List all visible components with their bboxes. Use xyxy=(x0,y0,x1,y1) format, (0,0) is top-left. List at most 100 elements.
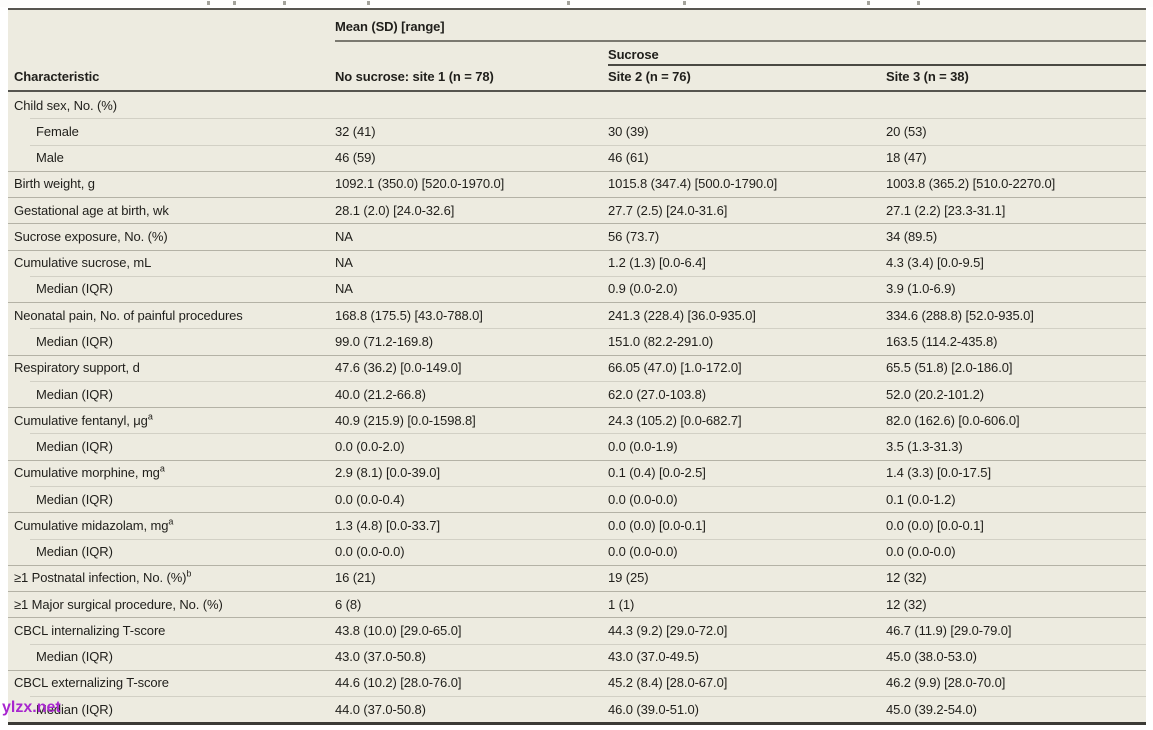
row-value-col2: 0.0 (0.0-0.0) xyxy=(608,491,678,507)
row-value-col3: 52.0 (20.2-101.2) xyxy=(886,386,985,402)
row-value-col3: 0.0 (0.0) [0.0-0.1] xyxy=(886,517,984,533)
row-value-col1: 40.9 (215.9) [0.0-1598.8] xyxy=(335,412,476,428)
watermark: ylzx.net xyxy=(2,699,61,716)
row-value-col3: 0.0 (0.0-0.0) xyxy=(886,544,956,560)
row-value-col3: 163.5 (114.2-435.8) xyxy=(886,334,998,350)
row-value-col1: 43.8 (10.0) [29.0-65.0] xyxy=(335,622,462,638)
footnote-marker: a xyxy=(168,517,174,527)
row-value-col2: 66.05 (47.0) [1.0-172.0] xyxy=(608,360,742,376)
row-value-col2: 0.9 (0.0-2.0) xyxy=(608,281,678,297)
table-row: Birth weight, g 1092.1 (350.0) [520.0-197… xyxy=(8,170,1146,197)
table-row: Cumulative sucrose, mL NA 1.2 (1.3) [0.0-6… xyxy=(8,249,1146,276)
row-value-col1: 1.3 (4.8) [0.0-33.7] xyxy=(335,517,440,533)
table-row: Cumulative fentanyl, μga 40.9 (215.9) [0.… xyxy=(8,407,1146,433)
table-row: Neonatal pain, No. of painful procedures… xyxy=(8,302,1146,328)
row-label: Birth weight, g xyxy=(14,176,95,192)
row-value-col2: 1.2 (1.3) [0.0-6.4] xyxy=(608,255,706,271)
table-row: Female 32 (41) 30 (39) 20 (53) xyxy=(8,118,1146,144)
row-value-col3: 27.1 (2.2) [23.3-31.1] xyxy=(886,202,1006,218)
row-label: Neonatal pain, No. of painful procedures xyxy=(14,307,243,323)
row-value-col3: 3.5 (1.3-31.3) xyxy=(886,439,963,455)
table-row: Cumulative midazolam, mga 1.3 (4.8) [0.0-… xyxy=(8,512,1146,538)
row-value-col1: NA xyxy=(335,255,353,271)
row-value-col2: 43.0 (37.0-49.5) xyxy=(608,649,699,665)
row-label: Male xyxy=(36,150,64,166)
table-row: Child sex, No. (%) xyxy=(8,92,1146,118)
spanner-sucrose: Sucrose xyxy=(608,47,659,62)
row-label: Median (IQR) xyxy=(36,491,113,507)
table-row: ≥1 Postnatal infection, No. (%)b 16 (21) 1… xyxy=(8,564,1146,591)
table-row: CBCL externalizing T-score 44.6 (10.2) [2… xyxy=(8,669,1146,696)
row-label: CBCL internalizing T-score xyxy=(14,622,166,638)
row-label: Median (IQR) xyxy=(36,544,113,560)
row-value-col3: 1.4 (3.3) [0.0-17.5] xyxy=(886,465,991,481)
column-header-characteristic: Characteristic xyxy=(14,69,100,84)
row-value-col1: 0.0 (0.0-0.0) xyxy=(335,544,405,560)
row-value-col2: 24.3 (105.2) [0.0-682.7] xyxy=(608,412,742,428)
row-label: Median (IQR) xyxy=(36,439,113,455)
spanner-sucrose-underline xyxy=(608,64,1146,66)
row-value-col1: 0.0 (0.0-2.0) xyxy=(335,439,405,455)
row-value-col2: 0.0 (0.0-1.9) xyxy=(608,439,678,455)
row-value-col3: 0.1 (0.0-1.2) xyxy=(886,491,956,507)
row-value-col2: 44.3 (9.2) [29.0-72.0] xyxy=(608,622,728,638)
row-value-col1: 46 (59) xyxy=(335,150,376,166)
row-value-col3: 334.6 (288.8) [52.0-935.0] xyxy=(886,307,1034,323)
row-label: Respiratory support, d xyxy=(14,360,140,376)
title-fragment xyxy=(233,1,236,5)
row-label: Cumulative sucrose, mL xyxy=(14,255,152,271)
column-header-site2: Site 2 (n = 76) xyxy=(608,69,691,84)
row-value-col1: 2.9 (8.1) [0.0-39.0] xyxy=(335,465,440,481)
table-row: ≥1 Major surgical procedure, No. (%) 6 (8… xyxy=(8,591,1146,617)
table-row: Median (IQR) 44.0 (37.0-50.8) 46.0 (39.0-5… xyxy=(8,696,1146,722)
row-label: Child sex, No. (%) xyxy=(14,97,117,113)
row-value-col1: 44.0 (37.0-50.8) xyxy=(335,701,426,717)
row-value-col1: 168.8 (175.5) [43.0-788.0] xyxy=(335,307,483,323)
table-row: Median (IQR) 0.0 (0.0-0.4) 0.0 (0.0-0.0) 0.… xyxy=(8,485,1146,512)
footnote-marker: b xyxy=(186,570,192,580)
title-fragment xyxy=(283,1,286,5)
row-value-col2: 0.0 (0.0-0.0) xyxy=(608,544,678,560)
table-body: Child sex, No. (%) Female 32 (41) 30 (39) 20… xyxy=(8,92,1146,722)
spanner-mean-sd-range: Mean (SD) [range] xyxy=(335,19,445,34)
column-header-site3: Site 3 (n = 38) xyxy=(886,69,969,84)
row-value-col2: 46.0 (39.0-51.0) xyxy=(608,701,699,717)
row-label: Cumulative fentanyl, μga xyxy=(14,412,153,428)
footnote-marker: a xyxy=(159,465,165,475)
row-value-col3: 34 (89.5) xyxy=(886,228,938,244)
row-value-col1: 28.1 (2.0) [24.0-32.6] xyxy=(335,202,455,218)
row-value-col3: 12 (32) xyxy=(886,570,927,586)
row-value-col2: 62.0 (27.0-103.8) xyxy=(608,386,707,402)
row-value-col3: 45.0 (39.2-54.0) xyxy=(886,701,977,717)
row-label: CBCL externalizing T-score xyxy=(14,675,169,691)
row-value-col3: 46.7 (11.9) [29.0-79.0] xyxy=(886,622,1012,638)
footnote-marker: a xyxy=(147,412,153,422)
row-label: Median (IQR) xyxy=(36,386,113,402)
row-value-col2: 30 (39) xyxy=(608,123,649,139)
row-value-col1: 99.0 (71.2-169.8) xyxy=(335,334,434,350)
row-value-col2: 45.2 (8.4) [28.0-67.0] xyxy=(608,675,728,691)
row-value-col2: 1015.8 (347.4) [500.0-1790.0] xyxy=(608,176,778,192)
table-row: Male 46 (59) 46 (61) 18 (47) xyxy=(8,144,1146,171)
column-header-no-sucrose-site1: No sucrose: site 1 (n = 78) xyxy=(335,69,494,84)
row-value-col2: 56 (73.7) xyxy=(608,228,660,244)
row-value-col2: 46 (61) xyxy=(608,150,649,166)
row-value-col1: 47.6 (36.2) [0.0-149.0] xyxy=(335,360,462,376)
row-value-col1: 0.0 (0.0-0.4) xyxy=(335,491,405,507)
row-value-col3: 20 (53) xyxy=(886,123,927,139)
row-label: Gestational age at birth, wk xyxy=(14,202,169,218)
row-value-col1: 43.0 (37.0-50.8) xyxy=(335,649,426,665)
row-value-col3: 3.9 (1.0-6.9) xyxy=(886,281,956,297)
title-fragment xyxy=(207,1,210,5)
row-value-col3: 1003.8 (365.2) [510.0-2270.0] xyxy=(886,176,1056,192)
row-value-col1: NA xyxy=(335,228,353,244)
row-value-col2: 27.7 (2.5) [24.0-31.6] xyxy=(608,202,728,218)
row-value-col1: 32 (41) xyxy=(335,123,376,139)
spanner-mean-underline xyxy=(335,40,1146,42)
row-label: ≥1 Postnatal infection, No. (%)b xyxy=(14,570,192,586)
table-row: Cumulative morphine, mga 2.9 (8.1) [0.0-3… xyxy=(8,459,1146,486)
table-row: CBCL internalizing T-score 43.8 (10.0) [2… xyxy=(8,617,1146,643)
table-row: Median (IQR) 99.0 (71.2-169.8) 151.0 (82.2… xyxy=(8,328,1146,354)
row-label: Median (IQR) xyxy=(36,334,113,350)
row-label: Female xyxy=(36,123,79,139)
